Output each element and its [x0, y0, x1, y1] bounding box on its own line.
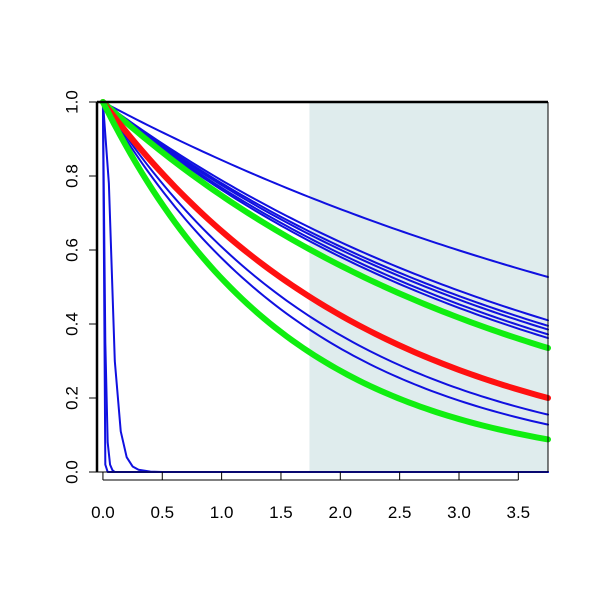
y-tick-label: 0.6: [63, 238, 82, 262]
x-tick-label: 1.0: [210, 503, 234, 522]
y-tick-label: 0.8: [63, 164, 82, 188]
y-tick-label: 0.2: [63, 386, 82, 410]
x-tick-label: 2.5: [388, 503, 412, 522]
x-tick-label: 2.0: [328, 503, 352, 522]
x-tick-label: 3.5: [507, 503, 531, 522]
series-line-6: [101, 101, 549, 340]
axis-layer: 0.0 0.5 1.0 1.5 2.0 2.5 3.0 3.5 0.0 0.2 0.4 0.6 0.8 1…: [63, 90, 549, 522]
series-line-9: [101, 101, 549, 416]
x-tick-label: 3.0: [447, 503, 471, 522]
series-line-7: [99, 99, 551, 352]
series-line-5: [101, 101, 549, 336]
x-tick-label: 0.0: [91, 503, 115, 522]
x-tick-label: 1.5: [269, 503, 293, 522]
x-tick-label: 0.5: [150, 503, 174, 522]
series-line-11: [99, 99, 551, 443]
y-tick-label: 0.4: [63, 312, 82, 336]
series-line-10: [101, 101, 549, 426]
series-line-4: [101, 101, 549, 331]
series-line-2: [101, 101, 549, 322]
y-tick-label: 1.0: [63, 90, 82, 114]
y-tick-label: 0.0: [63, 460, 82, 484]
series-line-3: [101, 101, 549, 327]
series-line-1: [101, 101, 549, 279]
series-line-8: [99, 99, 551, 401]
